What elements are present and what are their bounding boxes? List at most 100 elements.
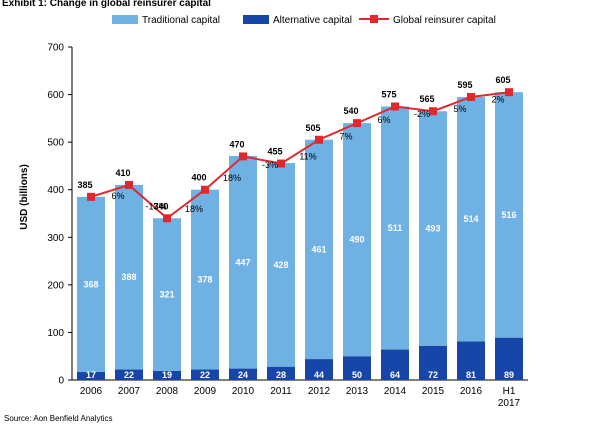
data-label-alternative: 50 — [352, 370, 362, 380]
bar-traditional — [77, 196, 105, 372]
x-tick-label: 2006 — [80, 386, 103, 397]
global-capital-marker — [163, 214, 171, 223]
global-capital-marker — [239, 152, 247, 161]
legend-label-alternative: Alternative capital — [273, 15, 352, 26]
percent-change-label: 18% — [185, 204, 203, 214]
global-capital-label: 455 — [267, 147, 282, 157]
data-label-traditional: 511 — [388, 223, 403, 233]
percent-change-label: 7% — [339, 131, 352, 141]
x-tick-label: 2011 — [270, 386, 292, 397]
legend-label-global: Global reinsurer capital — [393, 15, 496, 26]
global-capital-marker — [353, 119, 361, 128]
axes-group: 0 100 200 300 400 500 600 700 2006 2007 2008 2009 20… — [47, 43, 528, 409]
bar-alternative — [77, 371, 105, 380]
x-tick-label: 2015 — [422, 386, 445, 397]
x-tick-label: 2007 — [118, 386, 141, 397]
bar-alternative — [419, 345, 447, 380]
line-group: 385 410 340 400 470 455 505 540 575 565 595 605 6% -1… — [77, 75, 513, 223]
source-note: Source: Aon Benfield Analytics — [4, 414, 113, 423]
bar-alternative — [191, 369, 219, 380]
global-capital-label: 505 — [305, 123, 320, 133]
bar-alternative — [457, 341, 485, 380]
legend-swatch-traditional — [112, 15, 138, 24]
data-label-alternative: 17 — [86, 370, 96, 380]
data-label-traditional: 447 — [235, 257, 250, 267]
percent-change-label: 6% — [111, 191, 124, 201]
x-tick-label: 2012 — [308, 386, 331, 397]
global-capital-line — [90, 91, 510, 220]
global-capital-marker — [315, 135, 323, 144]
global-capital-label: 540 — [343, 106, 358, 116]
y-tick-label: 0 — [58, 376, 64, 387]
legend-swatch-alternative — [243, 15, 269, 24]
x-tick-label: 2013 — [346, 386, 369, 397]
data-label-alternative: 28 — [276, 370, 286, 380]
global-capital-marker — [505, 88, 513, 97]
legend-label-traditional: Traditional capital — [142, 15, 220, 26]
bar-traditional — [267, 163, 295, 367]
y-tick-label: 600 — [47, 90, 64, 101]
y-axis-label: USD (billions) — [19, 164, 30, 230]
percent-change-label: 6% — [377, 115, 390, 125]
bar-traditional — [457, 96, 485, 342]
x-tick-label: H1 — [503, 386, 516, 397]
global-capital-label: 605 — [495, 75, 510, 85]
global-capital-label: 340 — [153, 201, 168, 211]
legend: Traditional capital Alternative capital Gl… — [112, 15, 496, 26]
bar-traditional — [191, 189, 219, 370]
percent-change-label: 5% — [453, 104, 466, 114]
data-label-traditional: 493 — [425, 223, 440, 233]
global-capital-label: 400 — [191, 173, 206, 183]
percent-change-label: -2% — [414, 109, 430, 119]
data-label-alternative: 22 — [200, 370, 210, 380]
global-capital-label: 595 — [457, 80, 472, 90]
legend-marker-global — [370, 15, 378, 23]
bar-alternative — [381, 349, 409, 380]
data-label-traditional: 490 — [349, 235, 364, 245]
y-tick-label: 700 — [47, 43, 64, 54]
x-tick-label: 2014 — [384, 386, 407, 397]
data-label-alternative: 81 — [466, 370, 476, 380]
global-capital-label: 575 — [381, 89, 396, 99]
x-tick-label: 2016 — [460, 386, 483, 397]
x-tick-label: 2017 — [498, 398, 521, 409]
data-label-traditional: 514 — [463, 214, 478, 224]
bar-alternative — [153, 370, 181, 380]
bar-traditional — [381, 106, 409, 350]
y-tick-label: 200 — [47, 280, 64, 291]
bar-alternative — [229, 368, 257, 380]
global-capital-marker — [429, 107, 437, 116]
data-label-alternative: 44 — [314, 370, 324, 380]
global-capital-label: 410 — [115, 168, 130, 178]
y-tick-label: 300 — [47, 233, 64, 244]
bar-traditional — [229, 155, 257, 369]
bar-traditional — [419, 111, 447, 346]
data-label-traditional: 321 — [159, 290, 174, 300]
x-tick-label: 2008 — [156, 386, 179, 397]
global-capital-marker — [277, 159, 285, 168]
data-label-traditional: 428 — [273, 260, 288, 270]
global-capital-label: 470 — [229, 139, 244, 149]
x-tick-label: 2009 — [194, 386, 217, 397]
y-tick-label: 400 — [47, 185, 64, 196]
data-label-alternative: 24 — [238, 370, 248, 380]
data-label-alternative: 22 — [124, 370, 134, 380]
data-label-traditional: 516 — [501, 210, 516, 220]
global-capital-marker — [125, 180, 133, 189]
global-capital-marker — [201, 185, 209, 194]
percent-change-label: 11% — [299, 152, 316, 162]
bars-group: 17 368 22 388 19 321 22 378 24 447 28 428 44 461 50 490… — [77, 92, 523, 380]
bar-traditional — [115, 184, 143, 370]
bar-traditional — [343, 123, 371, 357]
data-label-alternative: 89 — [504, 370, 514, 380]
percent-change-label: -17% — [145, 202, 166, 212]
data-label-traditional: 461 — [311, 244, 326, 254]
bar-traditional — [153, 218, 181, 371]
bar-alternative — [305, 359, 333, 380]
bar-alternative — [343, 356, 371, 380]
data-label-alternative: 19 — [162, 370, 172, 380]
percent-change-label: 18% — [223, 173, 241, 183]
percent-change-label: 2% — [491, 95, 504, 105]
bar-alternative — [267, 366, 295, 380]
